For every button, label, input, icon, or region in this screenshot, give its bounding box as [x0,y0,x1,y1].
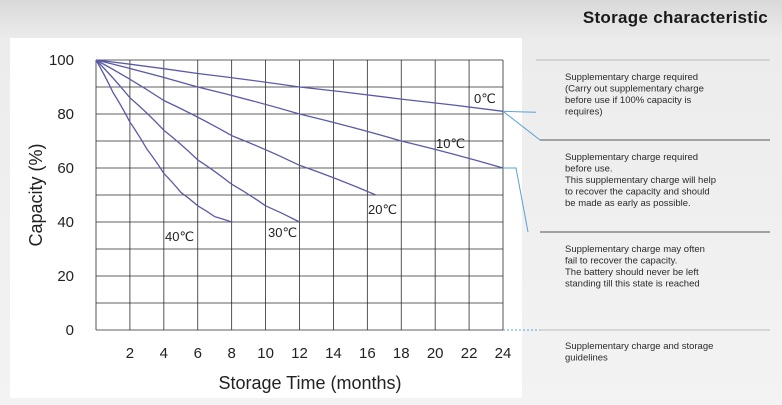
series-label: 40℃ [165,229,194,244]
x-tick-label: 6 [194,345,202,362]
guideline-text: This supplementary charge will help [565,175,716,186]
connector-line [502,110,537,113]
x-tick-label: 20 [427,345,444,362]
connector-line [503,167,529,233]
guideline-text: The battery should never be left [565,267,699,278]
guideline-text: to recover the capacity and should [565,187,710,198]
x-tick-label: 4 [160,345,168,362]
guideline-text: fail to recover the capacity. [565,256,677,267]
series-label: 20℃ [368,202,397,217]
series-line [95,59,232,223]
guideline-text: Supplementary charge may often [565,244,705,255]
y-tick-label: 40 [57,214,74,231]
plot-panel [10,38,522,398]
series-line [95,59,300,223]
y-tick-label: 60 [57,160,74,177]
x-tick-label: 24 [495,345,512,362]
x-tick-label: 16 [359,345,376,362]
y-tick-label: 20 [57,268,74,285]
series-label: 0℃ [474,91,496,106]
guideline-text: Supplementary charge required [565,152,698,163]
guideline-text: Supplementary charge required [565,72,698,83]
y-axis-title: Capacity (%) [26,143,46,246]
x-tick-label: 14 [325,345,342,362]
guideline-text: requires) [565,107,603,118]
x-tick-label: 10 [257,345,274,362]
series-line [95,59,504,112]
x-tick-label: 22 [461,345,478,362]
series-line [95,59,377,196]
y-tick-label: 100 [49,52,74,69]
guideline-text: be made as early as possible. [565,198,691,209]
x-tick-label: 2 [126,345,134,362]
series-line [95,59,504,169]
x-tick-label: 12 [291,345,308,362]
guideline-text: (Carry out supplementary charge [565,84,704,95]
guideline-text: before use. [565,164,613,175]
guideline-text: guidelines [565,353,608,364]
page-title: Storage characteristic [582,8,768,27]
series-label: 10℃ [436,136,465,151]
y-tick-label: 0 [66,322,74,339]
guideline-text: before use if 100% capacity is [565,95,691,106]
connector-line [502,110,541,141]
x-tick-label: 8 [227,345,235,362]
guideline-text: standing till this state is reached [565,279,700,290]
x-tick-label: 18 [393,345,410,362]
series-label: 30℃ [268,225,297,240]
x-axis-title: Storage Time (months) [218,373,401,393]
y-tick-label: 80 [57,106,74,123]
guideline-text: Supplementary charge and storage [565,341,713,352]
